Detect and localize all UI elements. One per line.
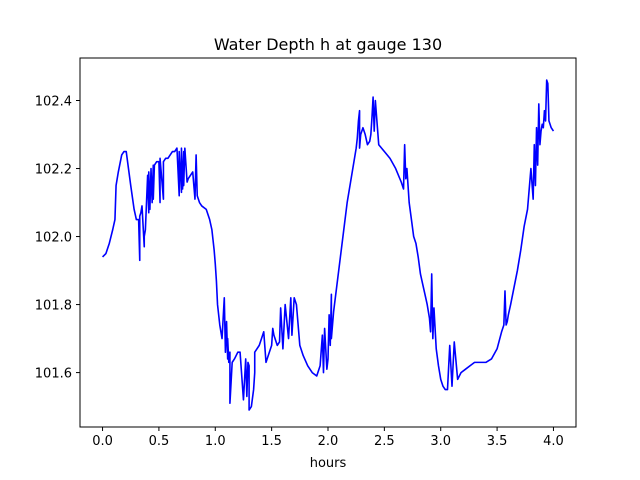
x-tick-label: 0.0 (92, 434, 113, 449)
y-tick-label: 102.2 (35, 163, 72, 178)
y-tick-label: 101.8 (35, 299, 72, 314)
x-tick-label: 1.0 (205, 434, 226, 449)
x-tick-label: 4.0 (543, 434, 564, 449)
y-tick-label: 102.4 (35, 95, 72, 110)
x-axis-ticks: 0.0 0.5 1.0 1.5 2.0 2.5 3.0 3.5 4.0 (92, 427, 564, 449)
chart-title: Water Depth h at gauge 130 (214, 35, 442, 54)
x-tick-label: 0.5 (149, 434, 170, 449)
y-tick-label: 102.0 (35, 231, 72, 246)
x-tick-label: 2.0 (318, 434, 339, 449)
axes-frame (79, 57, 577, 428)
x-tick-label: 2.5 (374, 434, 395, 449)
y-tick-label: 101.6 (35, 367, 72, 382)
plot-area (101, 79, 555, 411)
x-tick-label: 3.5 (487, 434, 508, 449)
x-tick-label: 3.0 (430, 434, 451, 449)
x-tick-label: 1.5 (261, 434, 282, 449)
y-axis-ticks: 101.6 101.8 102.0 102.2 102.4 (35, 95, 80, 382)
x-axis-label: hours (310, 456, 347, 471)
series-line (101, 79, 555, 411)
